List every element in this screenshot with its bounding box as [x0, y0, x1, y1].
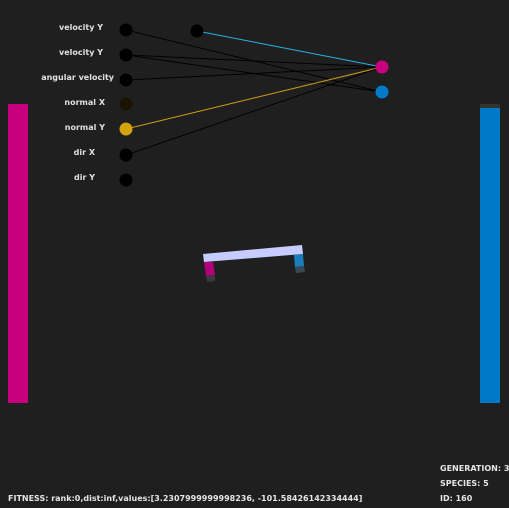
- hidden-node: [190, 24, 204, 38]
- output-node-blue: [375, 85, 389, 99]
- walker-left-foot: [206, 275, 215, 282]
- species-counter: SPECIES: 5: [440, 479, 489, 488]
- edge-input-6-to-output-1: [125, 66, 383, 156]
- edge-input-5-to-output-1: [125, 66, 383, 130]
- walker-right-foot: [295, 266, 305, 273]
- right-paddle-cap: [480, 104, 500, 108]
- generation-counter: GENERATION: 3: [440, 464, 509, 473]
- input-label: angular velocity: [41, 73, 114, 82]
- input-label: velocity Y: [59, 23, 103, 32]
- input-label: dir Y: [74, 173, 95, 182]
- walker-body: [203, 245, 305, 282]
- output-node-magenta: [375, 60, 389, 74]
- edge-input-2-to-output-1: [125, 54, 383, 68]
- walker-left-leg: [204, 262, 215, 276]
- input-label: normal X: [64, 98, 105, 107]
- input-label: normal Y: [64, 123, 105, 132]
- input-node-angular-velocity: [119, 73, 133, 87]
- input-node-velocity-y-2: [119, 48, 133, 62]
- walker-right-leg: [294, 254, 304, 267]
- walker-platform: [203, 245, 303, 262]
- edge-hidden-to-output-1: [196, 30, 383, 68]
- input-node-dir-y: [119, 173, 133, 187]
- fitness-readout: FITNESS: rank:0,dist:inf,values:[3.23079…: [8, 494, 363, 503]
- input-label: dir X: [73, 148, 95, 157]
- edge-input-3-to-output-1: [125, 66, 383, 81]
- input-node-normal-x: [119, 97, 133, 111]
- input-node-velocity-y-1: [119, 23, 133, 37]
- id-counter: ID: 160: [440, 494, 473, 503]
- left-paddle: [8, 104, 28, 403]
- right-paddle: [480, 108, 500, 403]
- input-label: velocity Y: [59, 48, 103, 57]
- input-node-dir-x: [119, 148, 133, 162]
- input-node-normal-y: [119, 122, 133, 136]
